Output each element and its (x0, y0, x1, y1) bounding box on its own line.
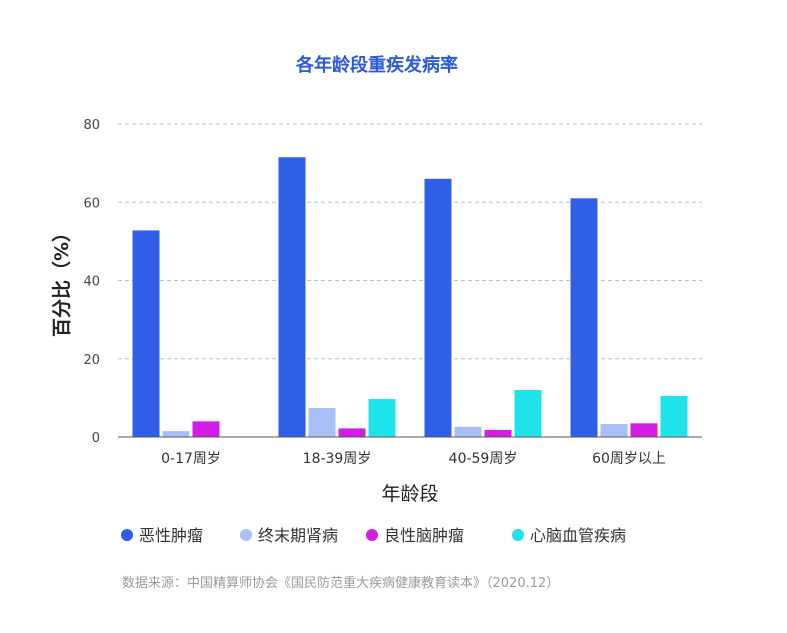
y-tick-label: 80 (83, 118, 100, 133)
legend-label: 恶性肿瘤 (139, 526, 203, 545)
legend: 恶性肿瘤 终末期肾病 良性脑肿瘤 心脑血管疾病 (121, 526, 626, 545)
bar-4-3 (514, 390, 542, 437)
x-tick-label: 60周岁以上 (592, 451, 666, 467)
y-tick-label: 0 (92, 431, 100, 446)
legend-marker (240, 529, 252, 541)
legend-marker (366, 529, 378, 541)
bar-1-2 (278, 157, 306, 437)
x-tick-labels: 0-17周岁 18-39周岁 40-59周岁 60周岁以上 (161, 451, 666, 467)
x-axis-title: 年龄段 (381, 483, 438, 505)
bar-1-4 (570, 198, 598, 437)
x-tick-label: 18-39周岁 (303, 451, 372, 467)
legend-label: 良性脑肿瘤 (384, 526, 464, 545)
bar-1-1 (132, 230, 160, 437)
bar-4-4 (660, 395, 688, 437)
bar-1-3 (424, 178, 452, 437)
bar-3-4 (630, 423, 658, 437)
legend-label: 心脑血管疾病 (530, 526, 626, 545)
x-tick-label: 0-17周岁 (161, 451, 221, 467)
bar-3-2 (338, 428, 366, 437)
y-tick-labels: 0 20 40 60 80 (83, 118, 100, 446)
chart-title: 各年龄段重疾发病率 (295, 54, 458, 76)
bar-3-3 (484, 429, 512, 437)
bars (132, 157, 688, 437)
x-tick-label: 40-59周岁 (449, 451, 518, 467)
grid-lines (118, 123, 702, 360)
y-tick-label: 20 (83, 353, 100, 368)
y-tick-label: 60 (83, 196, 100, 211)
bar-2-3 (454, 426, 482, 437)
y-axis-title: 百分比（%） (50, 223, 73, 337)
bar-3-1 (192, 421, 220, 437)
source-note: 数据来源：中国精算师协会《国民防范重大疾病健康教育读本》（2020.12） (122, 575, 559, 591)
bar-4-2 (368, 399, 396, 437)
bar-2-1 (162, 431, 190, 437)
legend-marker (121, 529, 133, 541)
legend-label: 终末期肾病 (258, 526, 338, 545)
bar-2-4 (600, 424, 628, 437)
legend-marker (512, 529, 524, 541)
y-tick-label: 40 (83, 275, 100, 290)
bar-2-2 (308, 408, 336, 437)
